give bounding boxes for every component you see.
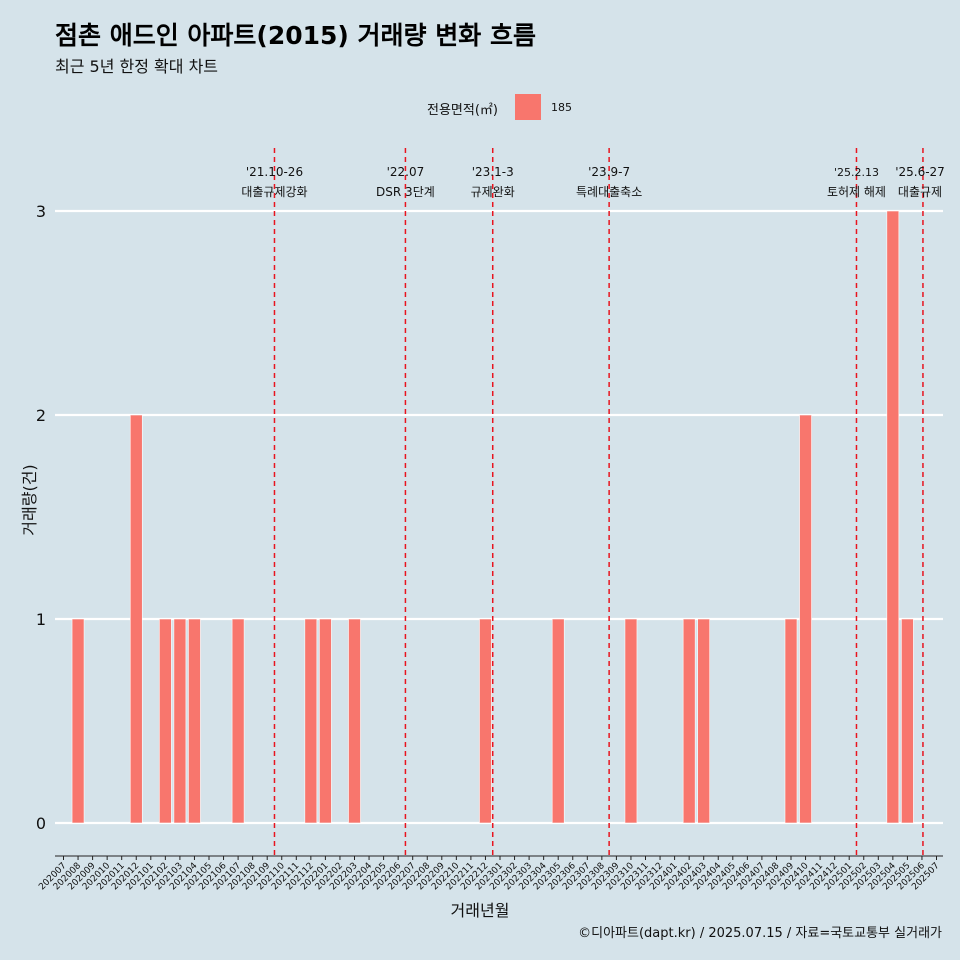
event-label: 대출규제 xyxy=(898,185,942,199)
legend-label: 185 xyxy=(551,101,572,114)
bar-202310 xyxy=(624,618,638,824)
bar-202505 xyxy=(901,618,914,824)
bar-202305 xyxy=(551,618,565,824)
y-tick-label: 3 xyxy=(36,202,46,221)
bar-202504 xyxy=(886,210,900,824)
event-label: 규제완화 xyxy=(471,185,515,199)
event-date: '22.07 xyxy=(387,165,425,179)
bar-202410 xyxy=(799,414,812,824)
event-date: '21.10-26 xyxy=(246,165,303,179)
bar-202403 xyxy=(697,618,711,824)
bar-202409 xyxy=(784,618,798,824)
bar-202402 xyxy=(682,618,696,824)
event-label: 특례대출축소 xyxy=(576,185,642,199)
bar-202107 xyxy=(231,618,245,824)
source-caption: ©디아파트(dapt.kr) / 2025.07.15 / 자료=국토교통부 실… xyxy=(578,926,942,941)
bar-202201 xyxy=(319,618,332,824)
bar-202008 xyxy=(71,618,85,824)
legend: 전용면적(㎡) 185 xyxy=(0,93,960,121)
event-label: DSR 3단계 xyxy=(376,185,435,199)
chart-title: 점촌 애드인 아파트(2015) 거래량 변화 흐름 xyxy=(55,21,536,50)
bar-202103 xyxy=(173,618,187,824)
y-tick-label: 0 xyxy=(36,814,46,833)
bar-202102 xyxy=(159,618,172,824)
chart-subtitle: 최근 5년 한정 확대 차트 xyxy=(55,57,219,76)
y-axis-label: 거래량(건) xyxy=(20,464,39,536)
event-date: '25.2.13 xyxy=(834,166,879,179)
legend-swatch xyxy=(515,94,541,120)
bar-202012 xyxy=(129,414,143,824)
event-label: 대출규제강화 xyxy=(241,185,307,199)
bar-202104 xyxy=(188,618,201,824)
event-date: '25.6-27 xyxy=(895,165,945,179)
event-date: '23.1-3 xyxy=(472,165,514,179)
y-tick-label: 2 xyxy=(36,406,46,425)
bar-202112 xyxy=(304,618,318,824)
bar-202212 xyxy=(479,618,492,824)
bar-202203 xyxy=(348,618,361,824)
x-axis-label: 거래년월 xyxy=(450,901,510,920)
legend-title: 전용면적(㎡) xyxy=(427,103,498,118)
event-date: '23.9-7 xyxy=(588,165,630,179)
y-tick-label: 1 xyxy=(36,610,46,629)
event-label: 토허제 해제 xyxy=(827,185,886,199)
